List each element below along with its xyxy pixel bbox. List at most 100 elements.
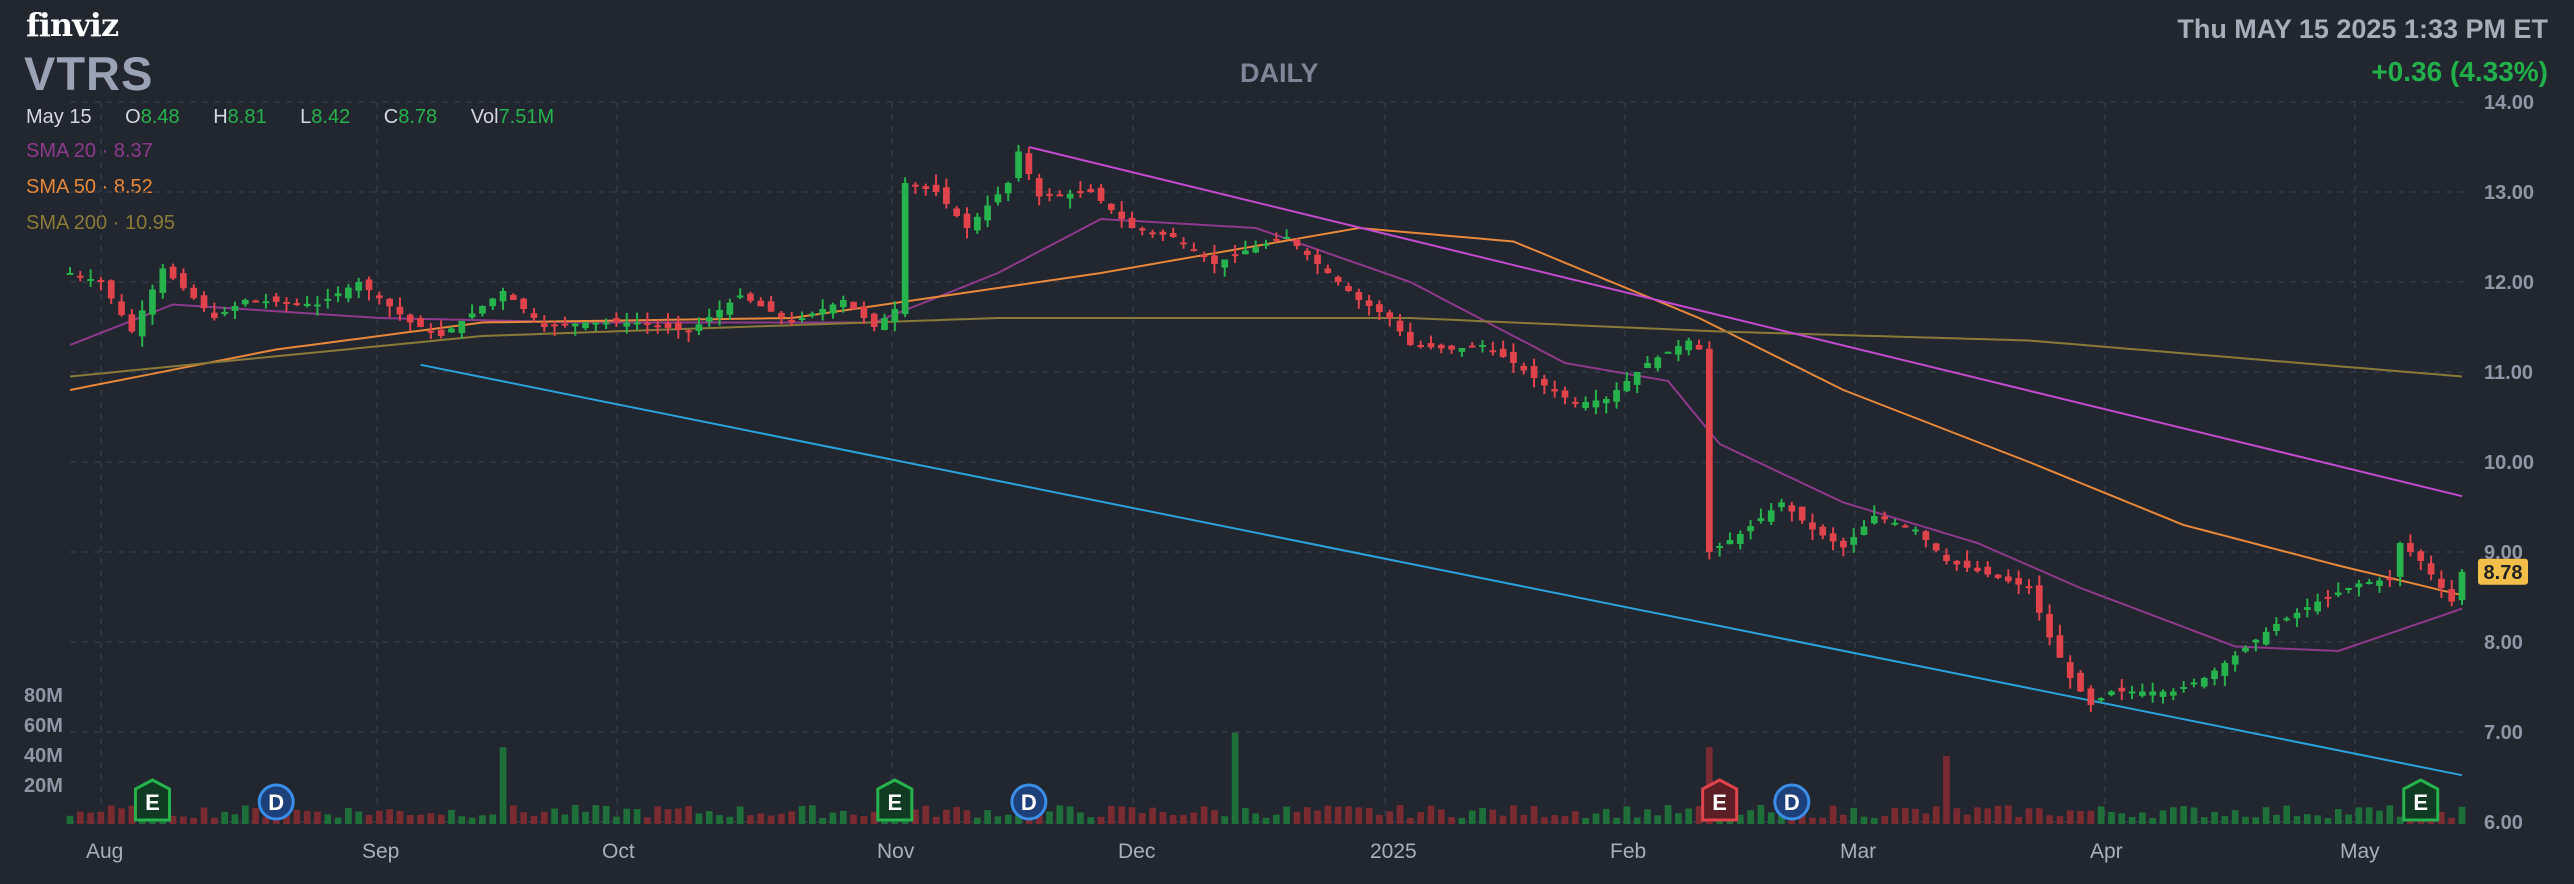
candle-body: [2345, 588, 2352, 590]
volume-bar: [2180, 806, 2187, 824]
candle-body: [386, 298, 393, 307]
earnings-marker: [1701, 778, 1739, 822]
volume-bar: [1180, 815, 1187, 824]
event-marker-letter: E: [145, 790, 160, 815]
candle-body: [2139, 691, 2146, 696]
volume-bar: [798, 806, 806, 824]
candle-body: [1077, 191, 1084, 194]
candle-body: [2056, 635, 2064, 658]
ohlc-date: May 15: [26, 106, 92, 128]
event-marker-letter: E: [887, 790, 902, 815]
candle-body: [2407, 542, 2414, 552]
candle-body: [1963, 560, 1971, 568]
candle-body: [1623, 381, 1631, 392]
ohlc-close: 8.78: [398, 106, 438, 128]
y-tick-label: 12.00: [2484, 272, 2534, 294]
volume-bar: [747, 815, 754, 824]
ohlc-high-label: H: [213, 106, 228, 128]
candle-body: [180, 273, 187, 289]
last-price-bg: [2478, 558, 2528, 585]
candle-body: [138, 310, 146, 337]
volume-bars: [66, 732, 2466, 824]
candle-body: [2004, 576, 2012, 582]
candle-body: [2025, 586, 2033, 589]
volume-bar: [1499, 815, 1507, 824]
candle-body: [1736, 534, 1744, 544]
candle-body: [200, 295, 208, 309]
volume-bar: [2273, 814, 2280, 824]
volume-bar: [1840, 814, 1847, 824]
candle-body: [2211, 670, 2218, 680]
candle-body: [231, 306, 239, 311]
candle-body: [2355, 583, 2363, 588]
candle-body: [1953, 560, 1961, 565]
event-marker-letter: E: [1712, 790, 1727, 815]
volume-bar: [1211, 810, 1218, 824]
volume-bar: [2169, 807, 2177, 824]
volume-bar: [2139, 812, 2146, 824]
candle-body: [808, 313, 816, 316]
candle-body: [190, 287, 198, 299]
volume-bar: [1922, 813, 1930, 824]
volume-bar: [241, 805, 249, 824]
candle-body: [1747, 526, 1754, 532]
volume-bar: [716, 815, 723, 824]
volume-bar: [1190, 812, 1198, 824]
volume-bar: [2438, 811, 2445, 824]
last-price-label: 8.78: [2484, 562, 2523, 584]
volume-bar: [1695, 806, 1703, 824]
volume-bar: [1520, 814, 1528, 824]
volume-bar: [654, 806, 662, 824]
candle-body: [2190, 682, 2198, 685]
candle-body: [2077, 672, 2084, 692]
volume-bar: [819, 817, 827, 824]
candle-body: [912, 184, 919, 187]
candle-body: [345, 287, 352, 299]
candle-body: [2169, 691, 2177, 696]
candle-body: [314, 304, 321, 307]
trendline-upper: [1028, 146, 2463, 498]
volume-bar: [839, 810, 847, 824]
candle-body: [1138, 228, 1146, 231]
volume-bar: [1613, 817, 1620, 824]
volume-bar: [1561, 816, 1569, 824]
volume-bar: [2314, 815, 2322, 824]
volume-bar: [1004, 814, 1012, 824]
ohlc-high: 8.81: [227, 106, 267, 128]
candle-body: [1685, 340, 1693, 351]
volume-bar: [375, 810, 383, 824]
candle-body: [2180, 687, 2187, 689]
volume-bar: [355, 811, 363, 824]
candle-body: [1974, 567, 1981, 572]
candle-body: [468, 313, 476, 318]
volume-bar: [963, 810, 971, 824]
candle-body: [1376, 304, 1383, 312]
candle-body: [2283, 618, 2291, 621]
event-marker-letter: D: [1784, 790, 1800, 815]
sma50-label: SMA 50: [26, 176, 97, 198]
finviz-logo[interactable]: finviz: [26, 6, 119, 44]
volume-bar: [1943, 756, 1950, 824]
volume-bar: [2149, 817, 2157, 824]
volume-bar: [1829, 805, 1837, 824]
x-tick-label: Apr: [2090, 840, 2123, 863]
volume-bar: [1767, 812, 1775, 824]
event-marker-letter: D: [1021, 790, 1037, 815]
volume-bar: [2211, 811, 2218, 824]
candle-body: [1798, 506, 1806, 521]
candle-body: [2035, 585, 2043, 613]
volume-tick-label: 60M: [24, 715, 63, 737]
volume-tick-label: 40M: [24, 745, 63, 767]
volume-bar: [345, 807, 352, 824]
y-tick-label: 13.00: [2484, 182, 2534, 204]
volume-bar: [1489, 809, 1497, 824]
candle-body: [375, 295, 383, 299]
candle-body: [2200, 678, 2208, 687]
candle-body: [1489, 350, 1497, 353]
volume-bar: [922, 805, 930, 824]
volume-bar: [1066, 806, 1074, 824]
volume-bar: [1221, 816, 1229, 824]
candle-body: [1675, 346, 1682, 355]
volume-bar: [448, 809, 455, 824]
